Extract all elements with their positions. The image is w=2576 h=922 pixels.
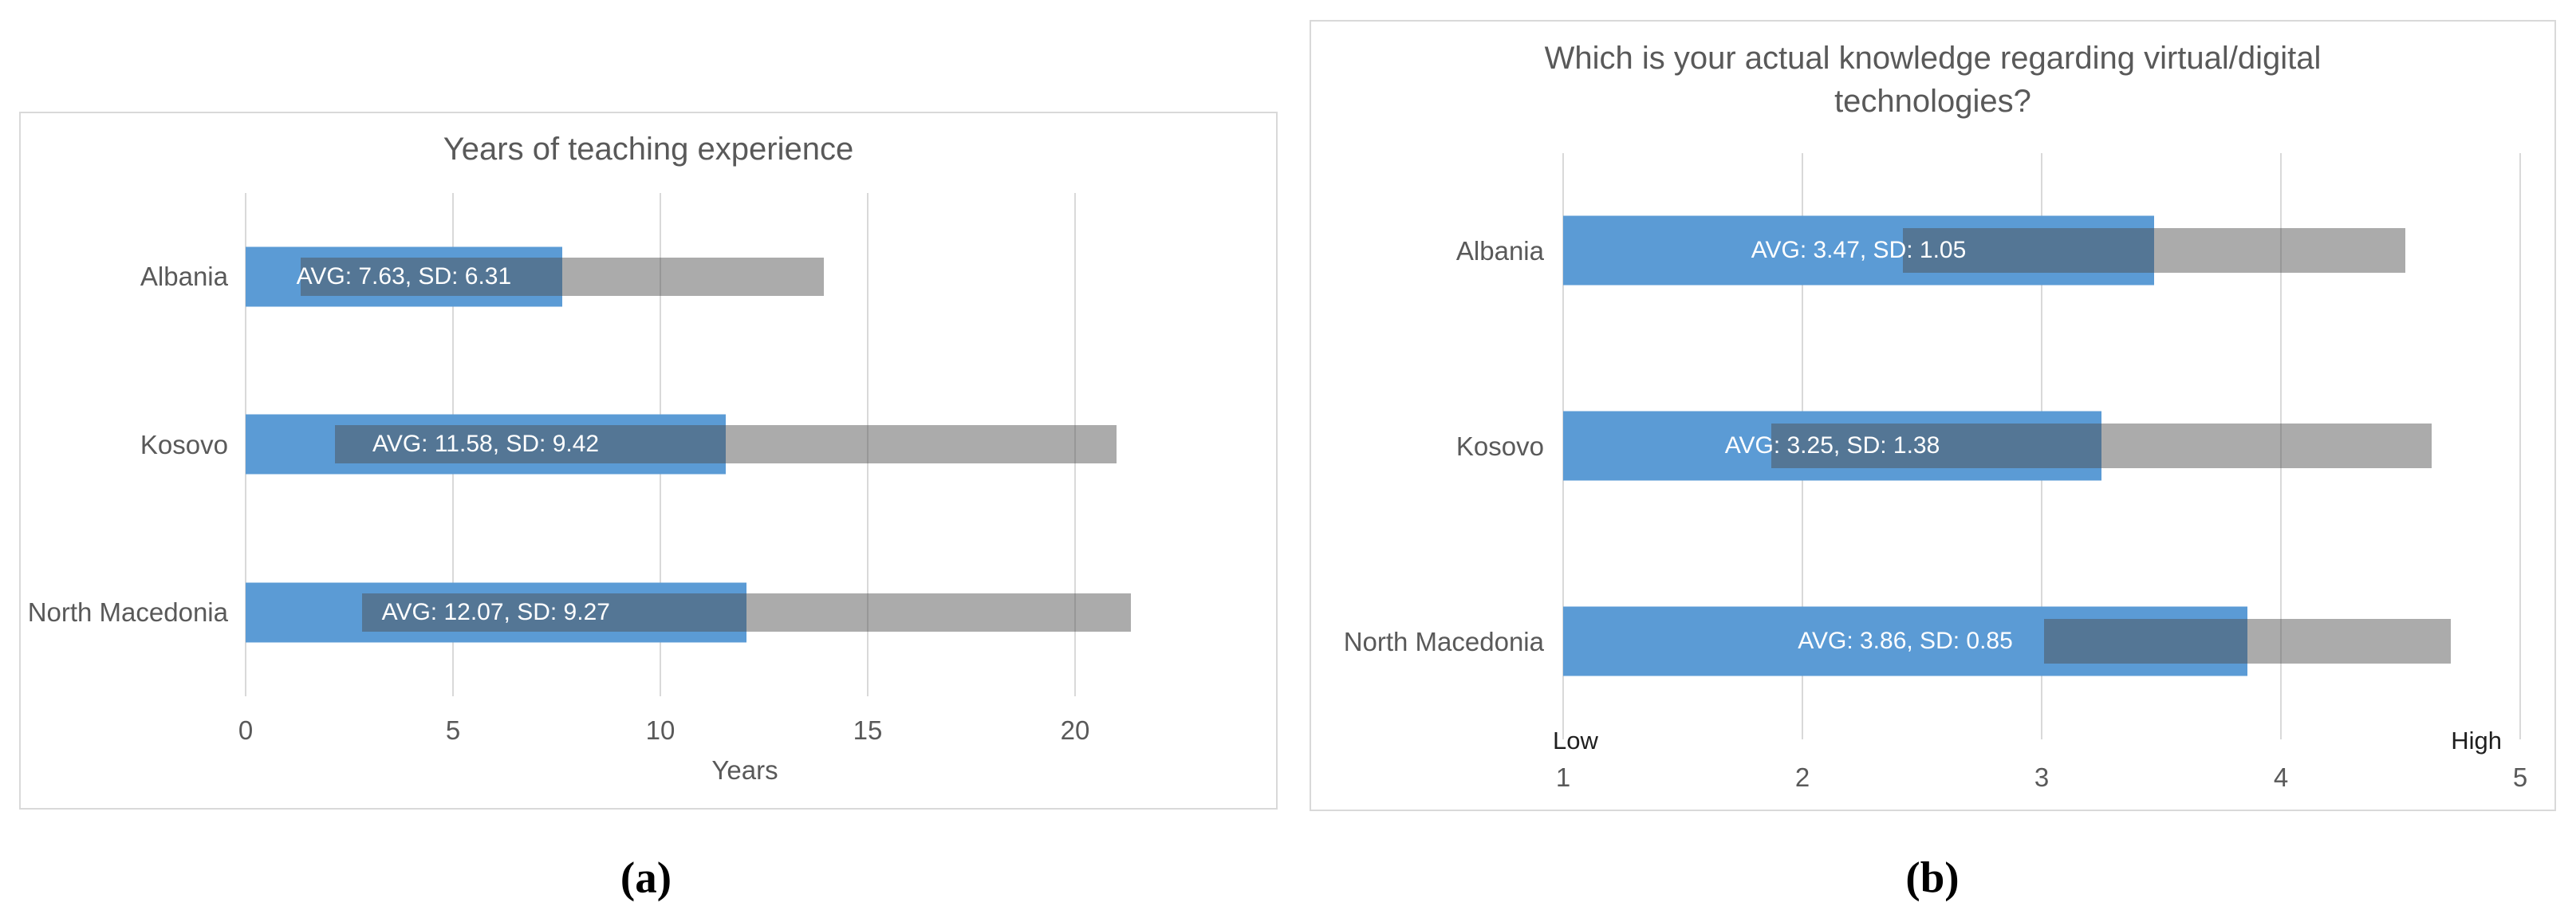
sd-range-bar bbox=[361, 593, 1131, 632]
sd-range-bar bbox=[300, 258, 824, 297]
sd-range-bar bbox=[1903, 228, 2405, 274]
chart-title-line: Years of teaching experience bbox=[443, 132, 854, 167]
x-tick-label: 3 bbox=[2034, 762, 2050, 792]
chart-a-axis-title: Years bbox=[711, 755, 778, 785]
avg-bar bbox=[246, 582, 746, 643]
category-band: AVG: 12.07, SD: 9.27 bbox=[246, 529, 1241, 696]
avg-bar bbox=[246, 414, 727, 475]
x-tick-label: 4 bbox=[2273, 762, 2289, 792]
bar-stats-label: AVG: 11.58, SD: 9.42 bbox=[372, 431, 600, 458]
gridline bbox=[2519, 153, 2521, 739]
x-tick-label: 10 bbox=[645, 715, 676, 745]
bar-stats-label: AVG: 3.25, SD: 1.38 bbox=[1724, 432, 1940, 459]
avg-bar bbox=[246, 246, 562, 307]
gridline bbox=[2280, 153, 2282, 739]
x-tick-label: 20 bbox=[1060, 715, 1090, 745]
category-band: AVG: 3.47, SD: 1.05 bbox=[1563, 153, 2520, 349]
category-band: AVG: 11.58, SD: 9.42 bbox=[246, 361, 1241, 528]
chart-b-caption: (b) bbox=[1905, 853, 1960, 902]
chart-a-caption: (a) bbox=[620, 853, 672, 902]
gridline bbox=[867, 193, 869, 696]
chart-b-axis-low-label: Low bbox=[1553, 727, 1598, 755]
avg-bar bbox=[1563, 606, 2247, 676]
category-label: Albania bbox=[140, 262, 228, 292]
x-tick-label: 2 bbox=[1794, 762, 1810, 792]
category-band: AVG: 7.63, SD: 6.31 bbox=[246, 193, 1241, 361]
category-label: Kosovo bbox=[140, 429, 228, 459]
gridline bbox=[1074, 193, 1076, 696]
sd-range-bar bbox=[335, 425, 1117, 464]
category-band: AVG: 3.86, SD: 0.85 bbox=[1563, 544, 2520, 739]
x-tick-label: 5 bbox=[2512, 762, 2528, 792]
x-tick-label: 5 bbox=[445, 715, 461, 745]
avg-bar bbox=[1563, 215, 2154, 286]
chart-a-title: Years of teaching experience bbox=[19, 128, 1278, 171]
category-label: Albania bbox=[1455, 235, 1544, 266]
chart-b-plot-area: AVG: 3.47, SD: 1.05 AVG: 3.25, SD: 1.38 AV… bbox=[1562, 153, 2521, 739]
category-label: North Macedonia bbox=[27, 597, 228, 627]
x-tick-label: 0 bbox=[238, 715, 254, 745]
x-tick-label: 1 bbox=[1555, 762, 1571, 792]
chart-title-line: Which is your actual knowledge regarding… bbox=[1544, 41, 2322, 76]
chart-b-title: Which is your actual knowledge regarding… bbox=[1310, 37, 2556, 123]
chart-b-axis-high-label: High bbox=[2451, 727, 2502, 755]
sd-range-bar bbox=[2044, 619, 2451, 664]
bar-stats-label: AVG: 12.07, SD: 9.27 bbox=[381, 598, 610, 625]
category-label: Kosovo bbox=[1455, 431, 1544, 461]
bar-stats-label: AVG: 3.47, SD: 1.05 bbox=[1751, 237, 1967, 264]
chart-title-line: technologies? bbox=[1834, 84, 2031, 119]
category-band: AVG: 3.25, SD: 1.38 bbox=[1563, 349, 2520, 544]
category-label: North Macedonia bbox=[1343, 626, 1544, 656]
x-tick-label: 15 bbox=[853, 715, 883, 745]
avg-bar bbox=[1563, 411, 2101, 481]
bar-stats-label: AVG: 7.63, SD: 6.31 bbox=[296, 263, 512, 290]
chart-a-plot-area: AVG: 7.63, SD: 6.31 AVG: 11.58, SD: 9.42 A… bbox=[245, 193, 1241, 696]
bar-stats-label: AVG: 3.86, SD: 0.85 bbox=[1798, 628, 2013, 655]
sd-range-bar bbox=[1771, 424, 2432, 469]
